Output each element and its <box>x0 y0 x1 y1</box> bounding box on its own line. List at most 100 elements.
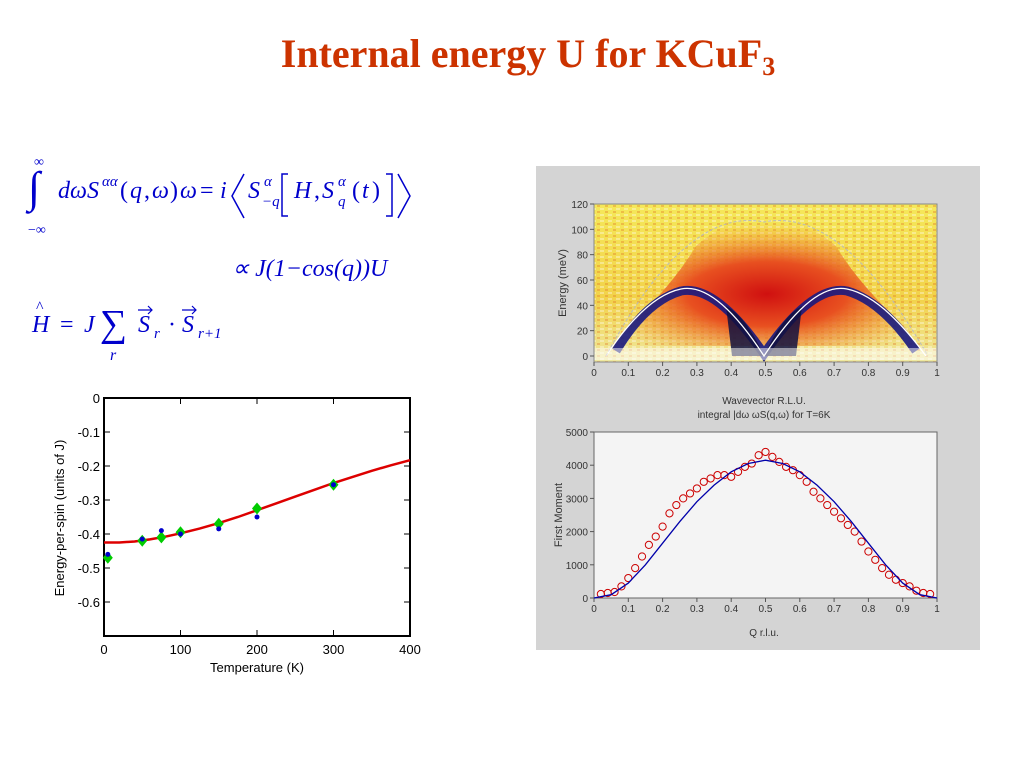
moment-data-point <box>884 570 894 579</box>
moment-data-point <box>624 573 633 583</box>
moment-x-axis-label: Q r.l.u. <box>749 628 778 639</box>
title-text: Internal energy U for KCuF <box>280 31 763 76</box>
moment-data-point <box>679 494 688 503</box>
moment-x-tick-label: 1 <box>934 604 940 615</box>
svg-text:): ) <box>372 178 380 204</box>
heatmap-y-axis-label: Energy (meV) <box>557 249 569 317</box>
left-data-point-dot <box>331 482 336 488</box>
svg-text:ω: ω <box>152 178 169 204</box>
heatmap-red-region <box>606 216 928 346</box>
equation-proportional: ∝ J(1−cos(q))U <box>232 256 388 282</box>
svg-text:ω: ω <box>180 178 197 204</box>
svg-text:^: ^ <box>36 299 44 316</box>
heatmap-x-tick-label: 0.1 <box>621 368 635 379</box>
svg-text:=: = <box>200 178 214 204</box>
svg-text:H: H <box>293 178 313 204</box>
moment-data-point <box>610 587 619 597</box>
heatmap-y-tick-label: 80 <box>577 251 589 262</box>
heatmap-y-tick-label: 20 <box>577 327 589 338</box>
moment-x-tick-label: 0.2 <box>656 604 670 615</box>
moment-data-point <box>631 564 640 573</box>
moment-x-tick-label: 0.7 <box>827 604 841 615</box>
moment-data-point <box>843 520 852 530</box>
moment-plot-title: integral |dω ωS(q,ω) for T=6K <box>698 410 831 421</box>
svg-text:r: r <box>154 326 160 342</box>
svg-text:·: · <box>168 312 176 338</box>
left-data-point-diamond <box>252 502 262 515</box>
left-data-point-diamond <box>156 531 167 544</box>
left-data-point-dot <box>158 528 164 534</box>
heatmap-y-tick-label: 0 <box>582 352 588 363</box>
left-y-tick-label: -0.2 <box>78 459 100 474</box>
moment-data-point <box>706 474 715 483</box>
moment-data-point <box>816 494 825 503</box>
left-y-tick-label: -0.1 <box>78 425 100 440</box>
svg-text:(: ( <box>120 178 128 204</box>
moment-data-point <box>754 451 763 460</box>
left-y-tick-label: 0 <box>93 391 100 406</box>
heatmap-x-tick-label: 0.2 <box>656 368 670 379</box>
moment-x-tick-label: 0.9 <box>896 604 910 615</box>
moment-data-point <box>672 500 681 510</box>
heatmap <box>593 203 938 363</box>
left-y-tick-label: -0.6 <box>78 595 100 610</box>
heatmap-x-axis-label: Wavevector R.L.U. <box>722 396 806 407</box>
moment-data-point <box>761 447 770 457</box>
svg-text:i: i <box>220 178 227 204</box>
svg-text:αα: αα <box>102 174 119 190</box>
moment-x-tick-label: 0 <box>591 604 597 615</box>
svg-text:−∞: −∞ <box>28 223 46 238</box>
left-y-tick-label: -0.3 <box>78 493 100 508</box>
heatmap-x-tick-label: 0.5 <box>759 368 773 379</box>
moment-x-tick-label: 0.6 <box>793 604 807 615</box>
svg-text:r+1: r+1 <box>198 326 221 342</box>
heatmap-x-tick-label: 0.8 <box>861 368 875 379</box>
svg-text:(: ( <box>352 178 360 204</box>
moment-data-point <box>658 522 667 531</box>
moment-data-point <box>830 507 839 516</box>
moment-data-point <box>823 500 832 510</box>
equation-sum-rule: ∞ ∫ −∞ dωS αα ( q , ω ) ω = i S α −q H ,… <box>25 155 411 238</box>
heatmap-y-tick-label: 100 <box>571 225 588 236</box>
heatmap-y-tick-label: 40 <box>577 301 589 312</box>
moment-y-tick-label: 4000 <box>566 461 589 472</box>
svg-text:∞: ∞ <box>34 155 44 170</box>
moment-data-point <box>644 540 653 549</box>
moment-y-tick-label: 3000 <box>566 494 589 505</box>
heatmap-bottom-band <box>594 348 937 360</box>
svg-text:J: J <box>84 312 96 338</box>
left-x-tick-label: 300 <box>323 642 345 657</box>
left-x-tick-label: 200 <box>246 642 268 657</box>
svg-text:t: t <box>362 178 370 204</box>
moment-data-point <box>871 555 880 564</box>
equation-hamiltonian: H ^ = J ∑ r S r · S r+1 <box>31 299 221 364</box>
left-fit-curve <box>104 458 411 544</box>
moment-x-tick-label: 0.3 <box>690 604 704 615</box>
svg-text:α: α <box>264 174 273 190</box>
left-y-axis-label: Energy-per-spin (units of J) <box>52 440 67 597</box>
svg-text:,: , <box>144 178 150 204</box>
moment-data-point <box>651 532 660 541</box>
left-data-point-dot <box>178 531 183 537</box>
heatmap-x-tick-label: 1 <box>934 368 940 379</box>
svg-text:q: q <box>338 194 346 210</box>
moment-data-point <box>699 477 708 486</box>
moment-data-point <box>637 552 647 561</box>
heatmap-dispersion-dark <box>726 306 802 356</box>
svg-text:S: S <box>248 178 260 204</box>
heatmap-x-tick-label: 0 <box>591 368 597 379</box>
left-y-tick-label: -0.4 <box>78 527 100 542</box>
moment-data-point <box>898 578 907 588</box>
moment-data-point <box>692 484 701 493</box>
left-data-point-dot <box>105 551 111 557</box>
svg-text:,: , <box>314 178 320 204</box>
svg-text:S: S <box>322 178 334 204</box>
moment-data-point <box>665 509 674 518</box>
moment-y-axis-label: First Moment <box>553 483 565 547</box>
heatmap-x-tick-label: 0.3 <box>690 368 704 379</box>
moment-x-tick-label: 0.8 <box>861 604 875 615</box>
moment-data-point <box>850 527 859 536</box>
moment-data-point <box>864 547 873 556</box>
svg-text:=: = <box>60 312 74 338</box>
heatmap-x-tick-label: 0.7 <box>827 368 841 379</box>
